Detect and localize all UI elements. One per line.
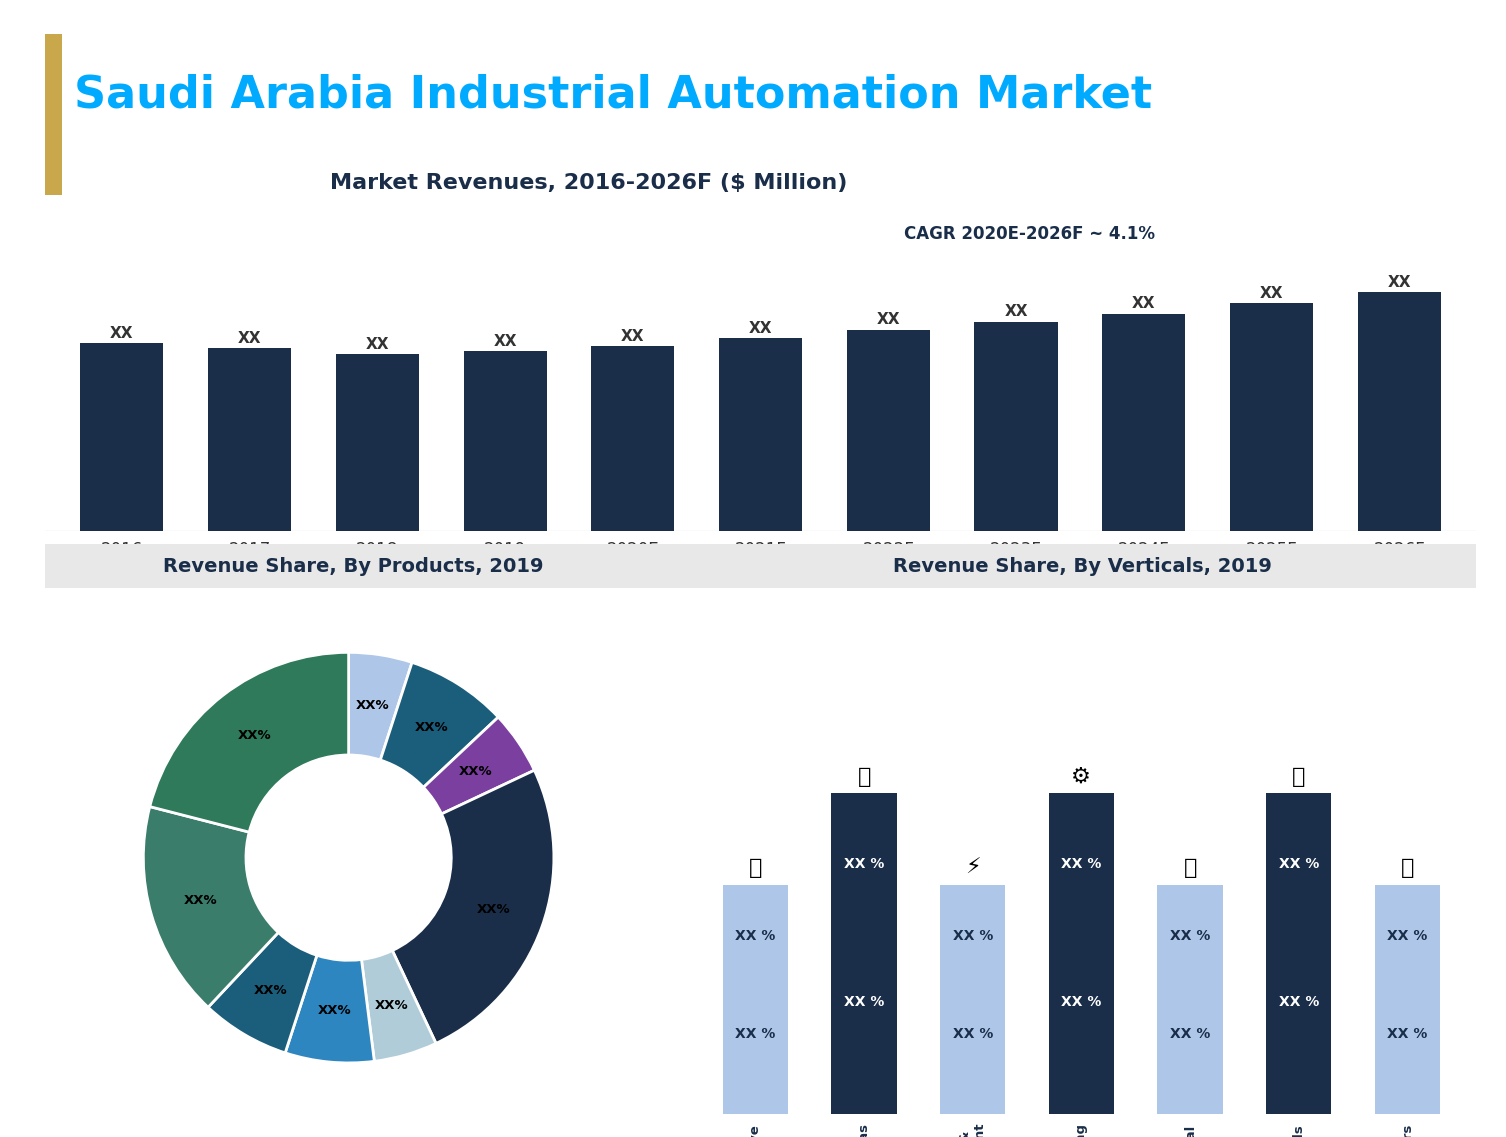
Text: XX %: XX %	[735, 929, 776, 943]
Bar	[723, 885, 788, 1114]
Wedge shape	[149, 653, 348, 832]
Wedge shape	[361, 951, 437, 1061]
Bar	[1230, 302, 1313, 531]
Text: XX: XX	[1133, 297, 1155, 312]
Text: XX%: XX%	[238, 730, 271, 742]
Bar	[1267, 794, 1331, 1114]
Bar	[1375, 885, 1440, 1114]
Text: 📋: 📋	[1401, 858, 1414, 878]
Bar	[974, 322, 1057, 531]
Text: 🏥: 🏥	[1184, 858, 1197, 878]
Bar	[846, 330, 929, 531]
Text: XX: XX	[876, 313, 901, 327]
Text: XX %: XX %	[1387, 1027, 1428, 1041]
Text: XX%: XX%	[414, 721, 447, 735]
Text: XX%: XX%	[253, 984, 288, 997]
Text: XX %: XX %	[953, 1027, 992, 1041]
Text: XX: XX	[748, 321, 773, 335]
Text: XX%: XX%	[318, 1004, 351, 1018]
Text: XX%: XX%	[355, 699, 390, 712]
Wedge shape	[348, 653, 413, 760]
Text: research: research	[1286, 59, 1364, 77]
Bar	[208, 348, 291, 531]
Text: Partnering Growth: Partnering Growth	[1205, 113, 1319, 126]
Text: CAGR 2020E-2026F ~ 4.1%: CAGR 2020E-2026F ~ 4.1%	[904, 224, 1155, 242]
Text: XX: XX	[1005, 305, 1027, 319]
Bar	[718, 338, 803, 531]
Text: 🚗: 🚗	[748, 858, 762, 878]
Wedge shape	[285, 955, 375, 1063]
Bar	[940, 885, 1006, 1114]
Text: Saudi Arabia Industrial Automation Market: Saudi Arabia Industrial Automation Marke…	[74, 74, 1152, 117]
Text: XX%: XX%	[375, 999, 408, 1012]
FancyBboxPatch shape	[17, 543, 688, 589]
Text: 🛢: 🛢	[857, 766, 870, 787]
Bar	[831, 794, 896, 1114]
Text: XX: XX	[110, 326, 134, 341]
Text: XX: XX	[1387, 275, 1411, 290]
Text: XX %: XX %	[1170, 929, 1211, 943]
Text: XX %: XX %	[953, 929, 992, 943]
FancyBboxPatch shape	[660, 543, 1504, 589]
Text: Revenue Share, By Products, 2019: Revenue Share, By Products, 2019	[163, 556, 544, 575]
Legend: Machine Vision, Robotics, Sensors, Motion & Drives, Relays & Switches, DCS, SCAD: Machine Vision, Robotics, Sensors, Motio…	[968, 753, 1137, 963]
Text: Market Revenues, 2016-2026F ($ Million): Market Revenues, 2016-2026F ($ Million)	[330, 173, 848, 192]
Bar	[1102, 314, 1185, 531]
Text: 🧪: 🧪	[1292, 766, 1306, 787]
Text: XX %: XX %	[1170, 1027, 1211, 1041]
Bar	[1358, 292, 1441, 531]
Text: XX %: XX %	[843, 857, 884, 871]
Text: XX %: XX %	[1279, 857, 1319, 871]
Bar	[464, 351, 547, 531]
Text: XX%: XX%	[184, 894, 217, 907]
Text: XX: XX	[238, 331, 262, 347]
Text: XX: XX	[366, 337, 389, 351]
Text: ⚡: ⚡	[965, 858, 980, 878]
Text: XX %: XX %	[1062, 995, 1101, 1009]
Bar	[45, 34, 62, 196]
Text: XX%: XX%	[459, 764, 492, 778]
Text: XX %: XX %	[1062, 857, 1101, 871]
Bar	[336, 354, 419, 531]
Text: XX %: XX %	[1387, 929, 1428, 943]
Text: XX: XX	[494, 334, 517, 349]
Text: XX: XX	[1259, 285, 1283, 300]
Text: XX %: XX %	[735, 1027, 776, 1041]
Text: Revenue Share, By Verticals, 2019: Revenue Share, By Verticals, 2019	[893, 556, 1273, 575]
Bar	[1158, 885, 1223, 1114]
Wedge shape	[381, 663, 498, 788]
Wedge shape	[143, 806, 279, 1007]
Bar	[1048, 794, 1114, 1114]
Text: 6W: 6W	[1196, 51, 1261, 85]
Text: XX %: XX %	[843, 995, 884, 1009]
Text: XX %: XX %	[1279, 995, 1319, 1009]
Wedge shape	[208, 932, 316, 1053]
Wedge shape	[393, 770, 554, 1044]
Bar	[80, 343, 163, 531]
Wedge shape	[423, 717, 535, 814]
Text: XX%: XX%	[477, 903, 511, 916]
Text: ⚙: ⚙	[1071, 766, 1092, 787]
Text: XX: XX	[620, 329, 645, 343]
Bar	[592, 346, 675, 531]
